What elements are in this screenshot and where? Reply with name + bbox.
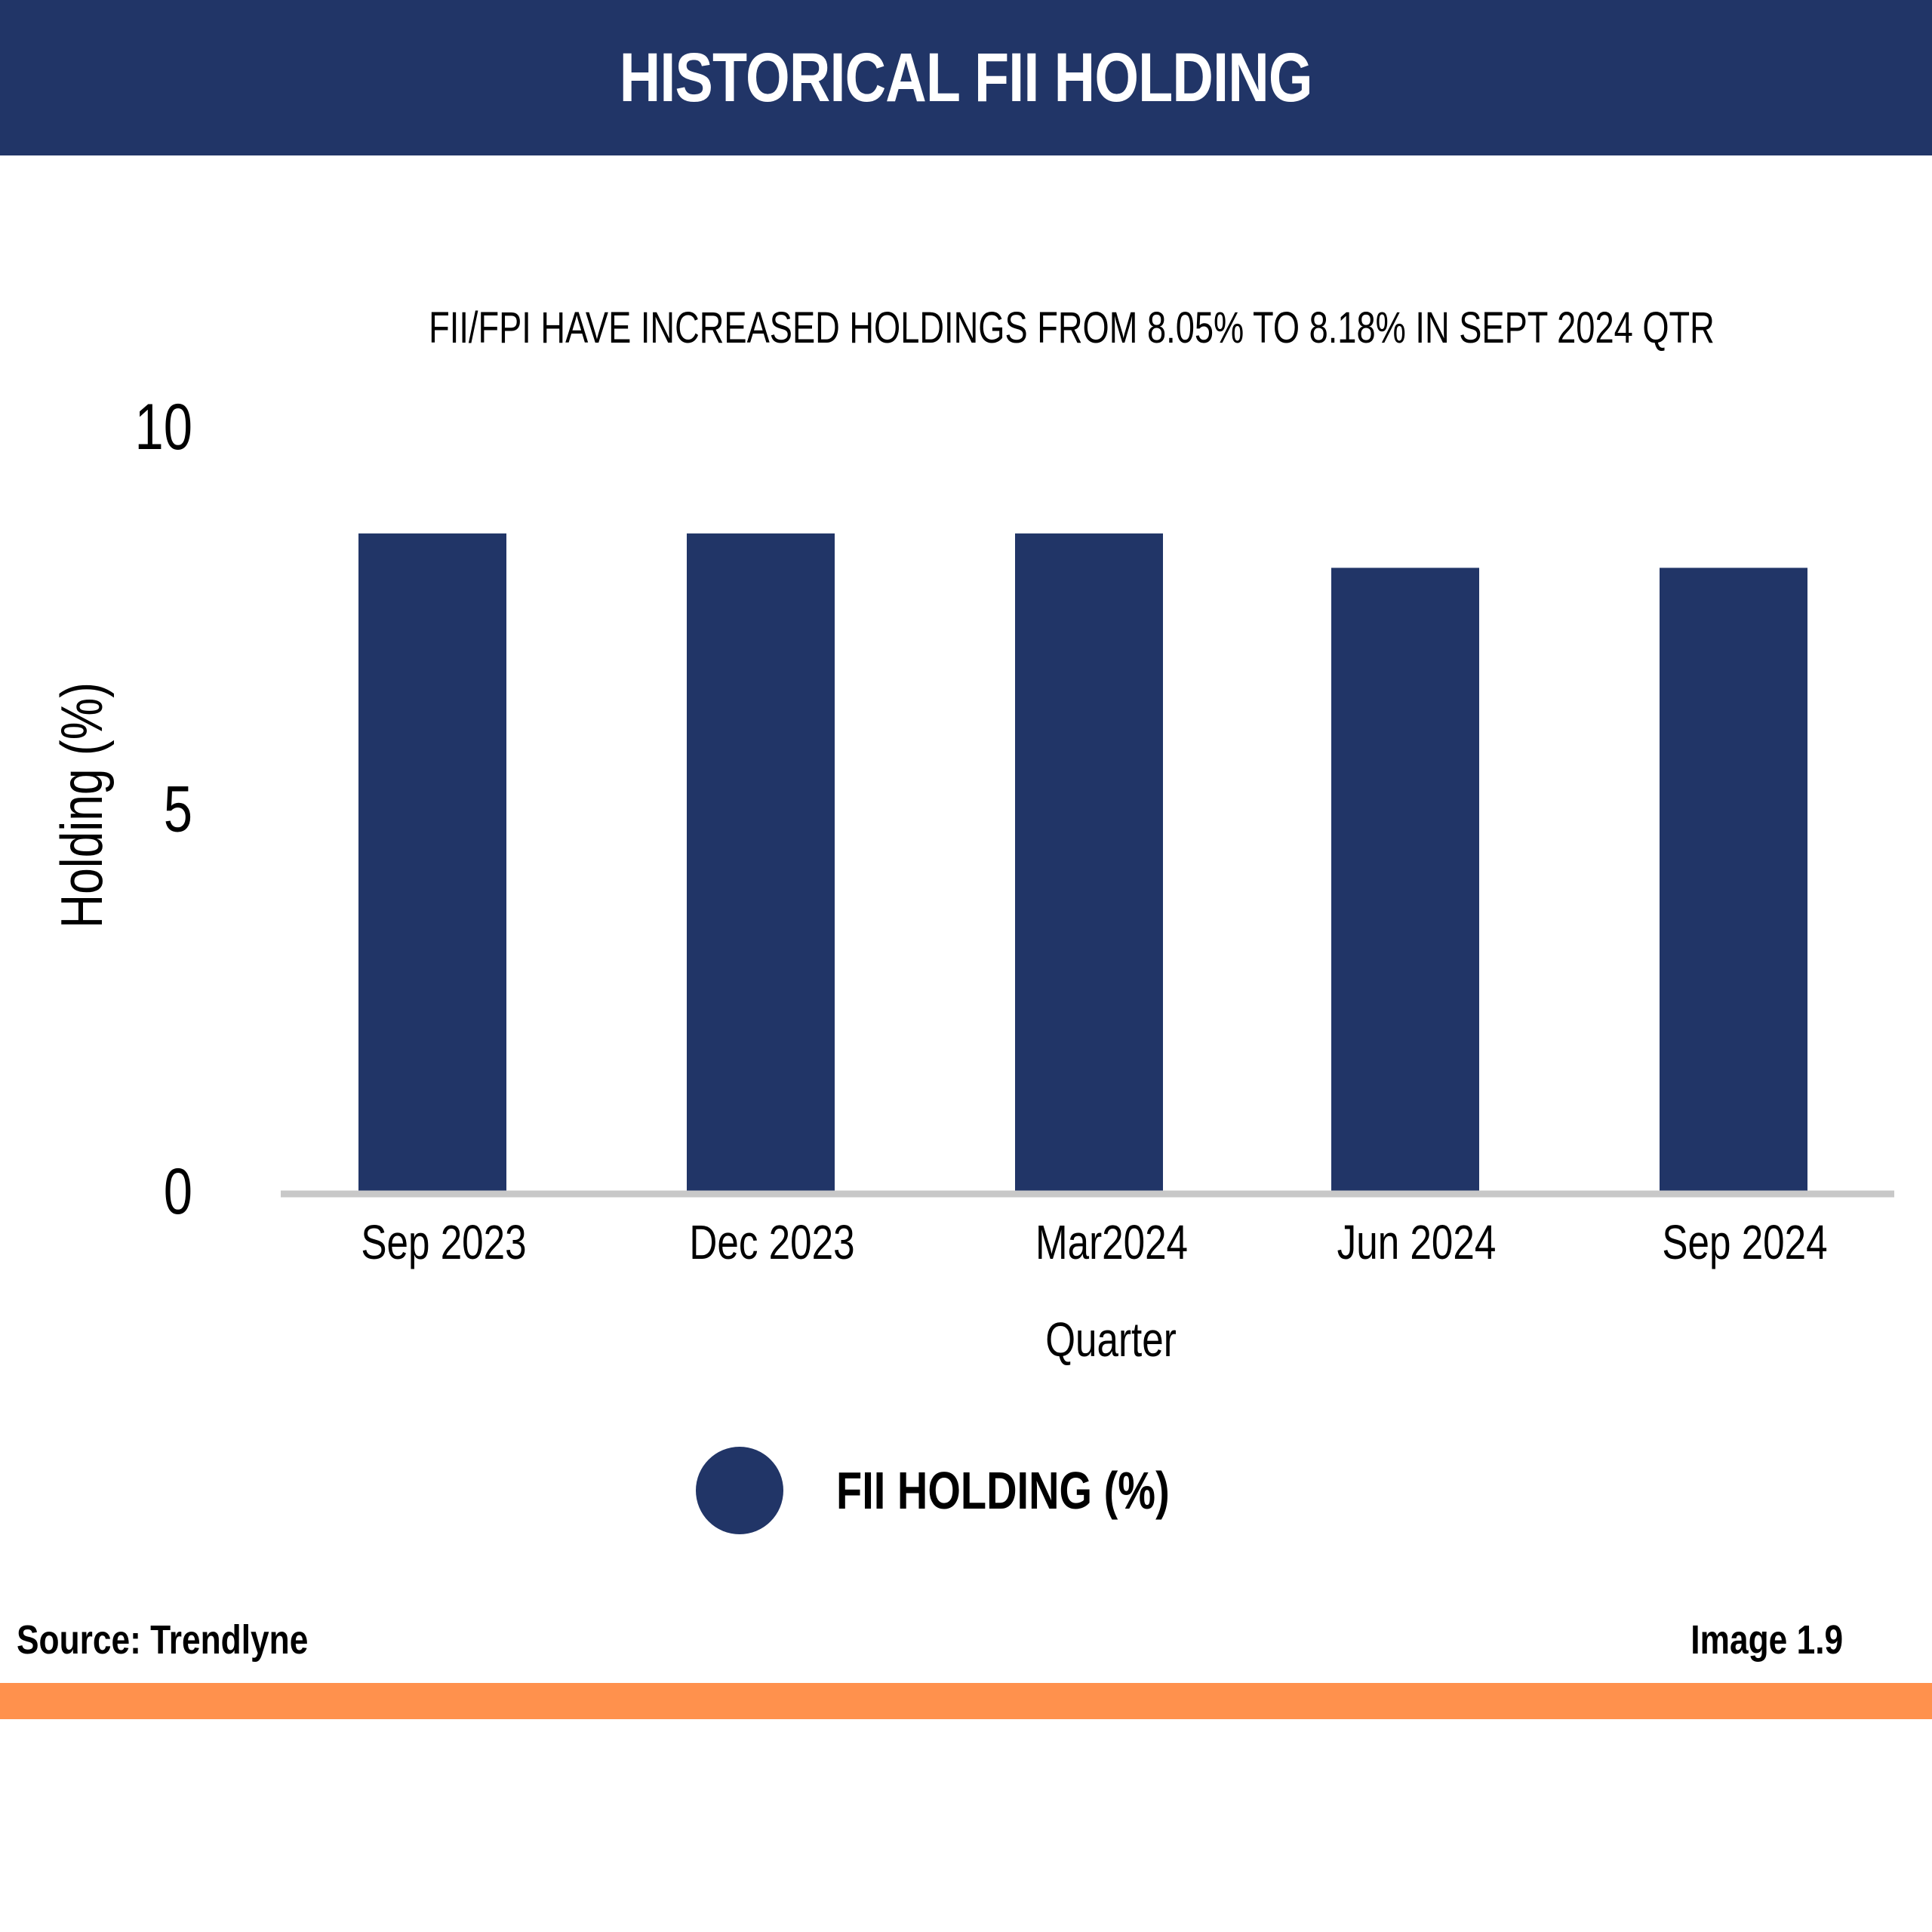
legend-label: FII HOLDING (%) — [836, 1461, 1170, 1520]
source-label: Source: Trendlyne — [17, 1617, 309, 1663]
bar-sep-2023 — [358, 533, 506, 1191]
bar-dec-2023 — [687, 533, 835, 1191]
page-title: HISTORICAL FII HOLDING — [619, 38, 1313, 116]
legend-marker — [696, 1447, 783, 1534]
y-tick-label: 0 — [164, 1155, 192, 1228]
chart-title: FII/FPI HAVE INCREASED HOLDINGS FROM 8.0… — [429, 303, 1715, 352]
x-tick-label: Dec 2023 — [689, 1217, 854, 1270]
bar-jun-2024 — [1331, 568, 1479, 1191]
bar-sep-2024 — [1660, 568, 1807, 1191]
image-number-label: Image 1.9 — [1690, 1617, 1843, 1663]
y-axis-label: Holding (%) — [48, 682, 114, 928]
x-tick-label: Jun 2024 — [1337, 1217, 1497, 1270]
footer-accent-bar — [0, 1683, 1932, 1719]
bars-group — [358, 533, 1807, 1191]
x-axis-label: Quarter — [1045, 1314, 1177, 1367]
y-tick-label: 10 — [134, 391, 192, 463]
header-banner: HISTORICAL FII HOLDING — [0, 0, 1932, 155]
y-ticks-group: 0 5 10 — [134, 391, 192, 1228]
x-tick-label: Sep 2023 — [361, 1217, 526, 1270]
bar-mar2024 — [1015, 533, 1163, 1191]
x-ticks-group: Sep 2023 Dec 2023 Mar2024 Jun 2024 Sep 2024 — [361, 1217, 1827, 1270]
x-tick-label: Mar2024 — [1035, 1217, 1188, 1270]
y-tick-label: 5 — [164, 773, 192, 845]
x-tick-label: Sep 2024 — [1662, 1217, 1827, 1270]
